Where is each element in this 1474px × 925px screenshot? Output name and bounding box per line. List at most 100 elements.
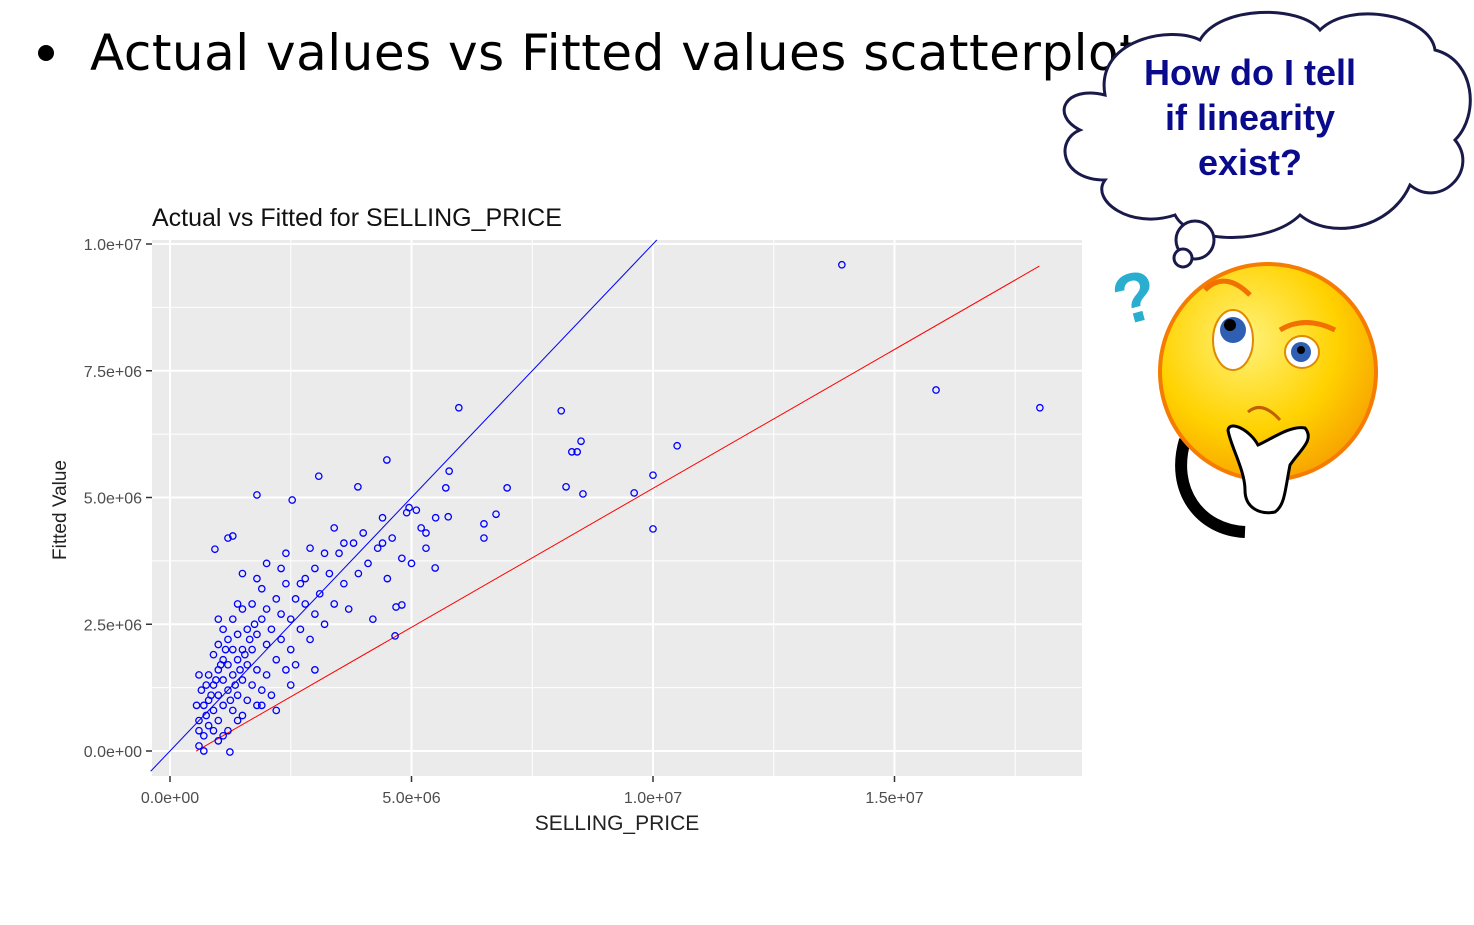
data-point xyxy=(195,671,203,679)
slide-title-text: Actual values vs Fitted values scatterpl… xyxy=(90,24,1140,82)
data-point xyxy=(320,549,329,558)
data-point xyxy=(422,544,430,553)
data-point xyxy=(417,524,426,532)
data-point xyxy=(248,645,256,654)
data-point xyxy=(392,603,400,611)
data-point xyxy=(209,726,218,735)
data-point xyxy=(233,655,242,664)
data-point xyxy=(253,491,261,499)
data-point xyxy=(262,605,271,613)
data-point xyxy=(649,525,657,533)
y-tick-label: 0.0e+00 xyxy=(84,744,142,761)
data-point xyxy=(226,696,235,705)
data-point xyxy=(354,569,363,578)
data-point xyxy=(296,579,305,588)
data-point xyxy=(349,539,358,547)
thought-line-2: if linearity xyxy=(1164,97,1336,138)
data-point xyxy=(214,691,223,700)
data-point xyxy=(286,645,295,654)
data-point xyxy=(388,534,397,542)
data-point xyxy=(277,610,285,618)
data-point xyxy=(257,701,266,710)
data-point xyxy=(286,615,295,624)
data-point xyxy=(330,524,339,532)
data-point xyxy=(226,748,234,756)
data-point xyxy=(204,721,213,730)
data-point xyxy=(233,600,242,608)
data-point xyxy=(253,574,261,583)
data-point xyxy=(219,625,227,634)
data-point xyxy=(204,671,213,679)
data-point xyxy=(369,615,377,624)
data-point xyxy=(253,666,261,674)
data-point xyxy=(311,610,319,618)
data-point xyxy=(272,706,281,715)
data-point xyxy=(262,671,271,679)
y-tick-label: 1.0e+07 xyxy=(84,237,142,254)
data-point xyxy=(568,448,576,456)
data-point xyxy=(238,569,247,578)
data-point xyxy=(562,483,570,491)
data-point xyxy=(228,532,237,540)
data-point xyxy=(267,625,276,634)
data-point xyxy=(492,510,500,519)
data-point xyxy=(202,711,211,720)
thought-bubble-text: How do I tell if linearity exist? xyxy=(1110,50,1390,185)
data-point xyxy=(286,681,295,689)
data-point xyxy=(211,545,219,554)
data-point xyxy=(233,691,242,700)
data-point xyxy=(231,681,240,689)
data-point xyxy=(209,706,218,715)
data-point xyxy=(480,534,488,542)
data-point xyxy=(335,549,343,558)
data-point xyxy=(306,544,314,553)
thinking-smiley-icon: ? xyxy=(1104,254,1378,538)
y-tick-label: 2.5e+06 xyxy=(84,617,142,634)
data-point xyxy=(573,448,582,456)
data-point xyxy=(301,600,310,608)
data-point xyxy=(291,660,300,669)
data-point xyxy=(557,406,566,415)
data-point xyxy=(195,726,203,735)
data-point xyxy=(257,615,266,624)
data-point xyxy=(248,681,256,689)
data-point xyxy=(245,635,254,644)
data-point xyxy=(344,605,353,613)
data-point xyxy=(378,539,387,547)
data-point xyxy=(228,615,237,624)
data-point xyxy=(257,584,266,593)
data-point xyxy=(199,747,208,755)
data-point xyxy=(412,506,421,515)
data-point xyxy=(444,512,453,521)
data-point xyxy=(454,403,463,412)
data-point xyxy=(262,559,271,568)
data-point xyxy=(364,559,372,568)
data-point xyxy=(219,701,227,710)
data-point xyxy=(579,490,587,498)
data-point xyxy=(214,640,223,649)
data-point xyxy=(407,559,416,568)
data-point xyxy=(272,595,281,603)
data-point xyxy=(311,564,319,573)
data-point xyxy=(445,467,454,475)
chart-title: Actual vs Fitted for SELLING_PRICE xyxy=(152,204,562,232)
data-point xyxy=(195,716,203,725)
data-point xyxy=(267,691,276,700)
data-point xyxy=(238,711,247,720)
data-point xyxy=(480,520,488,528)
x-axis-label: SELLING_PRICE xyxy=(535,812,700,835)
identity-line xyxy=(150,239,658,772)
data-point xyxy=(378,513,387,522)
data-point xyxy=(391,632,399,640)
x-tick-label: 1.5e+07 xyxy=(865,790,923,807)
data-point xyxy=(207,691,215,700)
data-point xyxy=(441,484,450,492)
data-point xyxy=(277,635,285,644)
data-point xyxy=(402,508,411,517)
data-point xyxy=(320,620,329,629)
data-point xyxy=(397,554,406,563)
thought-cloud-icon xyxy=(1062,10,1472,269)
data-point xyxy=(228,645,237,654)
data-point xyxy=(253,701,261,710)
data-point xyxy=(241,650,249,659)
